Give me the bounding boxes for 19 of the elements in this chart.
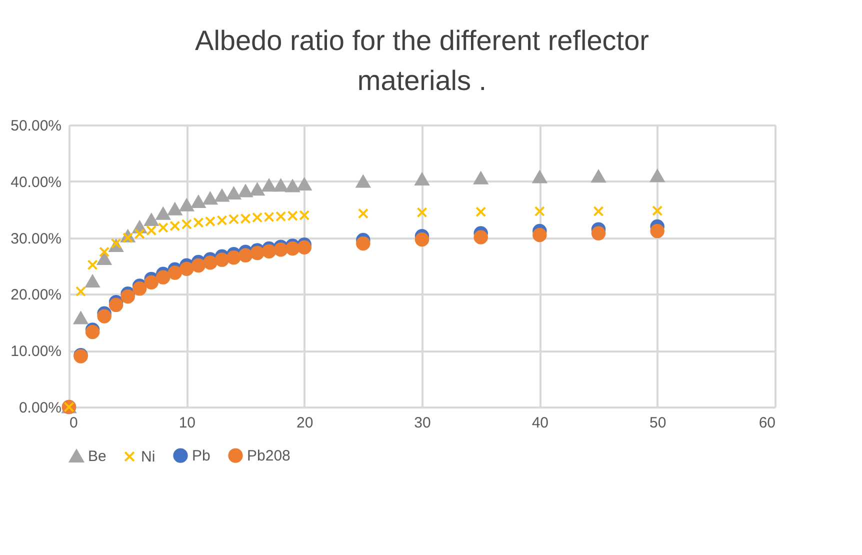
y-tick-label: 50.00% xyxy=(10,118,62,134)
x-tick-label: 10 xyxy=(178,414,196,432)
text: materials . xyxy=(357,65,487,96)
legend-label: Ni xyxy=(141,448,156,466)
text: Albedo ratio for the different reflector xyxy=(195,25,649,56)
x-tick-label: 30 xyxy=(414,414,431,432)
y-tick-label: 20.00% xyxy=(10,286,62,304)
y-tick-label: 40.00% xyxy=(10,174,62,191)
y-tick-label: 0.00% xyxy=(18,400,62,416)
x-tick-label: 50 xyxy=(649,414,666,432)
x-tick-label: 0 xyxy=(70,414,78,432)
x-tick-label: 20 xyxy=(296,414,314,432)
x-tick-label: 60 xyxy=(758,414,776,432)
y-tick-label: 10.00% xyxy=(10,343,62,360)
x-tick-label: 40 xyxy=(532,414,549,432)
legend-label: Be xyxy=(88,448,106,466)
y-tick-label: 30.00% xyxy=(10,230,62,248)
legend-label: Pb208 xyxy=(247,448,290,465)
legend-label: Pb xyxy=(192,448,210,465)
